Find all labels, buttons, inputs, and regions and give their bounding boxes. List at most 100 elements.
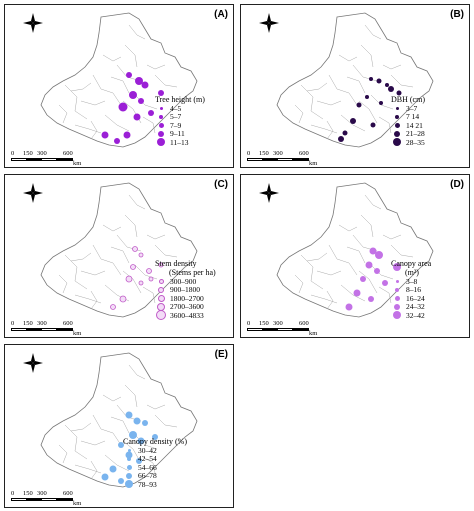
county-boundary <box>70 422 92 432</box>
sample-site-marker <box>148 110 154 116</box>
county-boundary <box>74 124 102 134</box>
panel-d: (D) Canopy area (m²) 3–8 8–16 16–24 24–32 32–4… <box>240 174 470 338</box>
sample-site-marker <box>360 276 366 282</box>
county-boundary <box>70 82 92 92</box>
county-boundary <box>338 54 358 62</box>
county-boundary <box>338 224 358 232</box>
county-boundary <box>110 246 130 264</box>
legend-item: 28–35 <box>391 138 425 147</box>
legend-label: 7 14 <box>406 112 420 122</box>
legend-symbol <box>393 138 401 147</box>
sample-site-marker <box>385 83 389 87</box>
scale-label: 300 <box>37 490 47 497</box>
county-boundary <box>294 274 304 294</box>
county-boundary <box>74 294 102 304</box>
county-boundary <box>358 100 378 124</box>
panel-b: (B) DBH (cm) 3–7 7 14 14 21 21–28 28–35 0 150 30… <box>240 4 470 168</box>
panel-label: (C) <box>214 179 228 190</box>
county-boundary <box>92 244 122 276</box>
sample-site-marker <box>125 411 133 419</box>
legend-symbol <box>125 472 133 479</box>
legend-symbol <box>157 138 165 147</box>
north-arrow-icon <box>23 183 43 203</box>
sample-site-marker <box>356 102 362 108</box>
sample-site-marker <box>376 78 382 84</box>
sample-site-marker <box>126 72 132 78</box>
county-boundary <box>346 246 366 264</box>
sample-site-marker <box>110 304 116 310</box>
sample-site-marker <box>138 252 144 258</box>
county-boundary <box>146 234 166 240</box>
legend-item: 9–11 <box>155 129 205 139</box>
scale-label: 0 <box>247 150 251 157</box>
county-boundary <box>378 116 392 134</box>
legend-title: Canopy area <box>391 259 432 268</box>
legend-label: 66–78 <box>138 471 157 481</box>
legend-symbol <box>394 295 400 301</box>
legend-label: 1800–2700 <box>170 293 204 303</box>
north-arrow-icon <box>23 13 43 33</box>
sample-site-marker <box>135 77 143 85</box>
legend-symbol <box>395 287 399 292</box>
county-boundary <box>134 434 158 450</box>
scale-label: 150 <box>23 490 33 497</box>
scale-label: 0 <box>247 320 251 327</box>
sample-site-marker <box>158 90 164 96</box>
county-boundary <box>124 384 138 408</box>
scale-label: 300 <box>37 150 47 157</box>
sample-site-marker <box>101 131 109 139</box>
legend-label: 28–35 <box>406 137 425 147</box>
scale-label: 600 <box>299 320 309 327</box>
panel-label: (B) <box>450 9 464 20</box>
sample-site-marker <box>118 102 128 112</box>
sample-site-marker <box>130 264 136 270</box>
legend-label: 16–24 <box>406 293 425 303</box>
sample-site-marker <box>125 275 133 283</box>
scale-unit: km <box>73 330 82 337</box>
sample-site-marker <box>379 101 383 105</box>
county-boundary <box>390 74 414 88</box>
legend-symbol <box>394 122 400 128</box>
legend-label: 4–5 <box>170 103 182 113</box>
scale-label: 300 <box>273 320 283 327</box>
legend-item: 8–16 <box>391 285 431 294</box>
scale-label: 0 <box>11 150 15 157</box>
legend-label: 3600–4833 <box>170 310 204 320</box>
county-boundary <box>134 264 158 280</box>
county-boundary <box>360 44 374 68</box>
county-boundary <box>154 414 178 428</box>
legend-symbol <box>157 294 165 302</box>
scale-unit: km <box>73 500 82 507</box>
county-boundary <box>328 74 358 106</box>
sample-site-marker <box>350 118 356 124</box>
sample-site-marker <box>158 262 164 268</box>
legend: DBH (cm) 3–7 7 14 14 21 21–28 28–35 <box>391 95 425 147</box>
county-boundary <box>154 244 178 258</box>
sample-site-marker <box>133 113 141 121</box>
legend-label: 9–11 <box>170 129 185 139</box>
sample-site-marker <box>152 434 158 440</box>
legend-label: 21–28 <box>406 129 425 139</box>
county-boundary <box>142 286 156 304</box>
legend-item: 7 14 <box>391 112 425 122</box>
legend-subtitle: (m²) <box>405 268 419 277</box>
north-arrow-icon <box>259 183 279 203</box>
scale-bar: 0 150 300 600 km <box>247 320 327 337</box>
scale-label: 150 <box>23 150 33 157</box>
county-boundary <box>328 244 358 276</box>
county-boundary <box>326 120 334 140</box>
county-boundary <box>124 44 138 68</box>
legend-symbol <box>158 122 164 128</box>
county-boundary <box>128 194 146 210</box>
legend-symbol <box>393 303 401 310</box>
county-boundary <box>110 76 130 94</box>
scale-label: 600 <box>63 150 73 157</box>
county-boundary <box>316 270 342 276</box>
panel-c: (C) Stem density (Stems per ha) 300–900 900… <box>4 174 234 338</box>
north-arrow-icon <box>23 353 43 373</box>
sample-site-marker <box>118 478 124 484</box>
scale-label: 150 <box>259 320 269 327</box>
legend-item: 1800–2700 <box>155 294 216 303</box>
sample-site-marker <box>109 465 117 473</box>
scale-bar: 0 150 300 600 km <box>11 320 91 337</box>
